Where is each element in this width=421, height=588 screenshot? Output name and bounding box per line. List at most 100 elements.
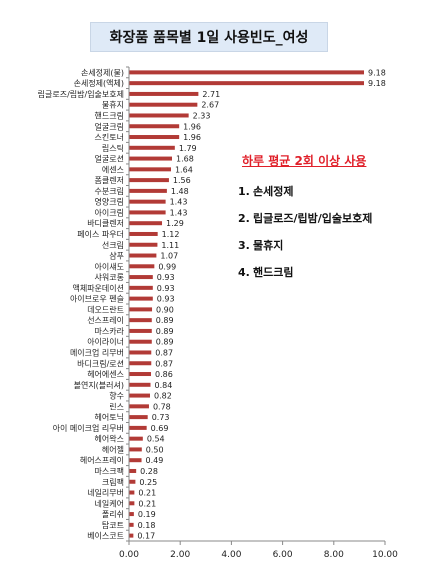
value-label: 2.33 — [193, 111, 211, 120]
category-label: 탑코트 — [102, 521, 124, 530]
category-label: 헤어왁스 — [95, 434, 124, 444]
value-label: 1.07 — [160, 252, 178, 261]
bar — [129, 533, 134, 538]
bar — [129, 275, 153, 280]
bar — [129, 425, 147, 430]
value-label: 1.96 — [183, 122, 201, 131]
bar — [129, 285, 153, 290]
category-label: 수분크림 — [95, 186, 124, 196]
bar — [129, 188, 167, 193]
value-label: 0.99 — [158, 262, 176, 271]
category-label: 립글로즈/립밤/입술보호제 — [38, 89, 124, 99]
bar — [129, 490, 135, 495]
bar — [129, 404, 149, 409]
annotation-item: 3. 물휴지 — [238, 237, 414, 253]
category-label: 페이스 파우더 — [77, 229, 124, 239]
x-tick-label: 10.00 — [372, 550, 398, 560]
value-label: 0.73 — [152, 413, 170, 422]
category-label: 헤어젤 — [102, 444, 124, 454]
value-label: 2.71 — [202, 90, 220, 99]
bar — [129, 382, 151, 387]
annotation-item: 1. 손세정제 — [238, 183, 414, 199]
bar — [129, 102, 198, 107]
bar — [129, 167, 171, 172]
value-label: 1.48 — [171, 187, 189, 196]
value-label: 0.90 — [156, 305, 174, 314]
value-label: 9.18 — [368, 79, 386, 88]
value-label: 0.21 — [138, 499, 156, 508]
bar — [129, 221, 163, 226]
value-label: 0.25 — [139, 478, 157, 487]
value-label: 0.18 — [138, 521, 156, 530]
bar — [129, 501, 135, 506]
annotation-item-label: 물휴지 — [253, 239, 284, 252]
category-label: 영양크림 — [95, 197, 124, 207]
bar — [129, 113, 189, 118]
category-label: 폼클렌저 — [95, 175, 124, 185]
annotation-item-label: 손세정제 — [253, 185, 294, 198]
category-label: 얼굴로션 — [95, 154, 124, 164]
category-label: 아이라이너 — [87, 337, 124, 347]
annotation-item: 2. 립글로즈/립밤/입술보호제 — [238, 210, 414, 226]
x-tick-label: 6.00 — [273, 550, 293, 560]
category-label: 마스크팩 — [95, 466, 124, 476]
value-label: 0.89 — [156, 327, 174, 336]
value-label: 1.64 — [175, 165, 193, 174]
value-label: 0.84 — [155, 381, 173, 390]
annotation-item: 4. 핸드크림 — [238, 264, 414, 280]
value-label: 1.56 — [173, 176, 191, 185]
annotation-title: 하루 평균 2회 이상 사용 — [242, 154, 367, 168]
value-label: 0.50 — [146, 445, 164, 454]
value-label: 1.11 — [161, 241, 179, 250]
category-label: 핸드크림 — [95, 110, 124, 120]
bar — [129, 458, 142, 463]
bar — [129, 447, 142, 452]
value-label: 0.82 — [154, 392, 172, 401]
value-label: 0.89 — [156, 316, 174, 325]
category-label: 데오드란트 — [87, 304, 124, 314]
category-label: 바디클렌저 — [87, 218, 124, 228]
bar — [129, 253, 157, 258]
bar — [129, 264, 155, 269]
value-label: 0.93 — [157, 273, 175, 282]
bar — [129, 361, 152, 366]
value-label: 0.54 — [147, 435, 165, 444]
bar — [129, 91, 199, 96]
category-label: 물휴지 — [102, 101, 124, 110]
bar — [129, 339, 152, 344]
bar — [129, 145, 175, 150]
bar — [129, 522, 134, 527]
value-label: 2.67 — [201, 101, 219, 110]
bar — [129, 178, 169, 183]
bar — [129, 393, 150, 398]
x-tick-label: 2.00 — [170, 550, 190, 560]
bar — [129, 199, 166, 204]
category-label: 베이스코트 — [87, 531, 124, 541]
x-tick-label: 0.00 — [119, 550, 139, 560]
value-label: 0.89 — [156, 338, 174, 347]
bar — [129, 242, 158, 247]
value-label: 0.49 — [146, 456, 164, 465]
chart-title: 화장품 품목별 1일 사용빈도_여성 — [109, 30, 309, 46]
value-label: 0.69 — [151, 424, 169, 433]
category-label: 샴푸 — [109, 251, 124, 261]
bar — [129, 231, 158, 236]
category-label: 얼굴크림 — [95, 121, 124, 131]
category-label: 에센스 — [102, 164, 124, 174]
annotation-item-number: 4. — [238, 266, 250, 279]
category-label: 아이브로우 펜슬 — [70, 294, 124, 304]
chart-title-box: 화장품 품목별 1일 사용빈도_여성 — [90, 22, 328, 52]
x-tick-label: 8.00 — [324, 550, 344, 560]
category-label: 선스프레이 — [87, 315, 124, 325]
value-label: 9.18 — [368, 68, 386, 77]
bar — [129, 307, 153, 312]
category-label: 아이섀도 — [95, 261, 124, 271]
category-label: 네일케어 — [95, 498, 124, 508]
category-label: 린스 — [109, 401, 124, 411]
category-label: 네일리무버 — [87, 488, 124, 498]
bar — [129, 512, 134, 517]
value-label: 1.12 — [162, 230, 180, 239]
bar — [129, 372, 152, 377]
bar — [129, 468, 137, 473]
